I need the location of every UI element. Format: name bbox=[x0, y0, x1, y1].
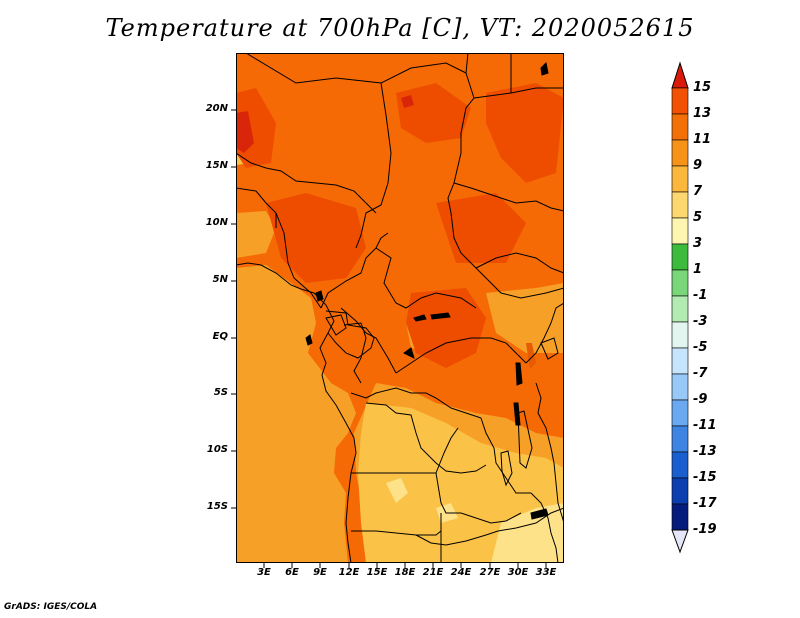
colorbar-swatch bbox=[671, 113, 689, 141]
colorbar-bottom-arrow bbox=[671, 529, 689, 554]
lat-tick-label: 15S bbox=[206, 501, 228, 512]
colorbar-label: -1 bbox=[693, 288, 708, 303]
colorbar-label: -3 bbox=[693, 314, 708, 329]
colorbar-swatch bbox=[671, 347, 689, 375]
colorbar-swatch bbox=[671, 399, 689, 427]
colorbar-label: -13 bbox=[693, 444, 717, 459]
lat-tick-label: 10N bbox=[205, 217, 228, 228]
field-band-15-plus bbox=[236, 111, 254, 153]
field-band-5-7 bbox=[386, 478, 408, 503]
field-band-5-7 bbox=[491, 503, 564, 563]
colorbar-label: 7 bbox=[693, 184, 703, 199]
colorbar-label: 13 bbox=[693, 106, 712, 121]
colorbar-top-arrow bbox=[671, 61, 689, 89]
field-band-9-11 bbox=[236, 211, 276, 258]
lon-tick-label: 18E bbox=[394, 567, 416, 578]
credit-text: GrADS: IGES/COLA bbox=[4, 602, 98, 612]
colorbar-label: 11 bbox=[693, 132, 712, 147]
colorbar-swatch bbox=[671, 425, 689, 453]
colorbar-label: -9 bbox=[693, 392, 708, 407]
country-borders bbox=[236, 53, 564, 563]
lon-tick-label: 33E bbox=[535, 567, 557, 578]
colorbar-swatch bbox=[671, 503, 689, 531]
field-band-9-11 bbox=[486, 283, 564, 353]
colorbar-label: -7 bbox=[693, 366, 708, 381]
lon-tick-label: 3E bbox=[257, 567, 271, 578]
lat-tick-label: 15N bbox=[205, 160, 228, 171]
lon-tick-label: 12E bbox=[338, 567, 360, 578]
colorbar-swatch bbox=[671, 191, 689, 219]
colorbar-swatch bbox=[671, 165, 689, 193]
field-band-13-15 bbox=[486, 83, 564, 183]
colorbar-swatch bbox=[671, 451, 689, 479]
temperature-map bbox=[236, 53, 564, 563]
lon-tick-label: 27E bbox=[479, 567, 501, 578]
colorbar-swatch bbox=[671, 139, 689, 167]
field-band-13-15 bbox=[406, 288, 486, 368]
lon-tick-label: 9E bbox=[313, 567, 327, 578]
lat-tick-label: 20N bbox=[205, 103, 228, 114]
colorbar-label: -5 bbox=[693, 340, 708, 355]
field-band-15-plus bbox=[401, 95, 414, 108]
colorbar-label: 3 bbox=[693, 236, 703, 251]
lon-tick-label: 21E bbox=[422, 567, 444, 578]
colorbar-swatch bbox=[671, 217, 689, 245]
colorbar-swatch bbox=[671, 373, 689, 401]
lat-tick-label: 10S bbox=[206, 444, 228, 455]
chart-title: Temperature at 700hPa [C], VT: 202005261… bbox=[105, 14, 695, 42]
colorbar-label: -15 bbox=[693, 470, 717, 485]
colorbar-label: 9 bbox=[693, 158, 703, 173]
field-band-13-15 bbox=[266, 193, 366, 283]
field-band-9-11 bbox=[236, 265, 356, 563]
colorbar-label: -19 bbox=[693, 522, 717, 537]
lon-tick-label: 15E bbox=[366, 567, 388, 578]
lat-tick-label: 5N bbox=[212, 274, 228, 285]
colorbar-swatch bbox=[671, 243, 689, 271]
lon-tick-label: 6E bbox=[285, 567, 299, 578]
lon-tick-label: 30E bbox=[507, 567, 529, 578]
map-frame bbox=[236, 53, 564, 563]
colorbar-swatch bbox=[671, 87, 689, 115]
colorbar-label: 15 bbox=[693, 80, 712, 95]
colorbar-label: 5 bbox=[693, 210, 703, 225]
colorbar-swatch bbox=[671, 295, 689, 323]
colorbar-swatch bbox=[671, 269, 689, 297]
colorbar-swatch bbox=[671, 477, 689, 505]
colorbar-label: 1 bbox=[693, 262, 703, 277]
colorbar-label: -11 bbox=[693, 418, 717, 433]
lon-tick-label: 24E bbox=[450, 567, 472, 578]
lat-tick-label: 5S bbox=[213, 387, 228, 398]
field-band-13-15 bbox=[436, 193, 526, 263]
lat-tick-label: EQ bbox=[212, 331, 228, 342]
colorbar-label: -17 bbox=[693, 496, 717, 511]
field-band-13-15 bbox=[396, 83, 471, 143]
colorbar-swatch bbox=[671, 321, 689, 349]
